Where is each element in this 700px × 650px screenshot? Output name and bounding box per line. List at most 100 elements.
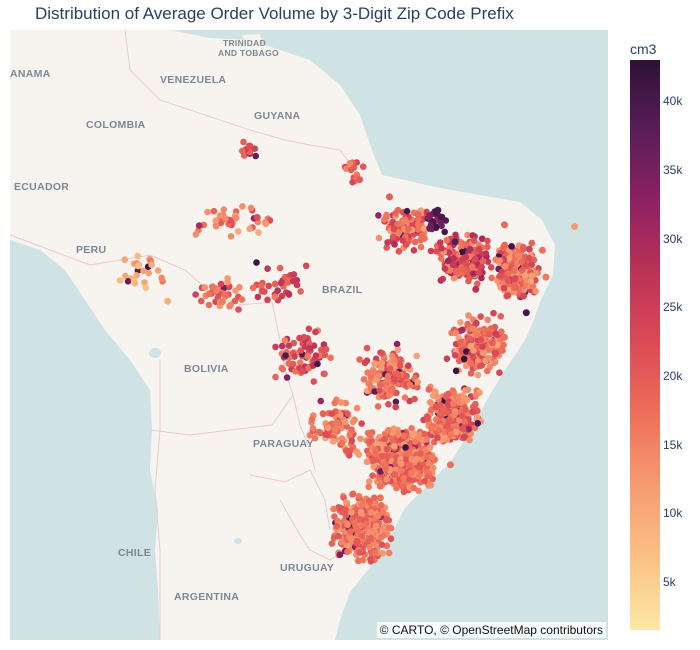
border-line — [279, 499, 346, 561]
zip-point — [349, 418, 357, 426]
zip-point — [134, 252, 142, 260]
zip-point — [238, 147, 246, 155]
zip-point — [353, 404, 361, 412]
zip-point — [532, 287, 539, 295]
map-canvas[interactable]: TRINIDAD AND TOBAGO ANAMA VENEZUELA GUYA… — [10, 30, 608, 640]
zip-point — [511, 267, 518, 275]
zip-point — [478, 235, 486, 242]
zip-point — [212, 223, 220, 230]
zip-point — [439, 407, 447, 414]
zip-point — [462, 267, 469, 274]
zip-point — [344, 548, 351, 556]
zip-point — [484, 258, 492, 265]
zip-point-key — [451, 238, 459, 246]
zip-point — [496, 273, 504, 280]
zip-point — [455, 417, 463, 424]
zip-point — [385, 549, 393, 557]
zip-point — [449, 400, 457, 408]
zip-point — [378, 541, 386, 548]
zip-point-key — [376, 494, 384, 502]
zip-point — [281, 337, 289, 344]
zip-point — [334, 419, 342, 427]
zip-point — [424, 415, 431, 423]
zip-point — [391, 357, 398, 364]
zip-point — [255, 229, 262, 236]
zip-point — [408, 455, 416, 463]
zip-point — [462, 406, 469, 413]
zip-point — [382, 466, 389, 473]
zip-point — [426, 444, 434, 451]
zip-point — [441, 428, 449, 436]
zip-point — [401, 394, 409, 401]
zip-point-key — [164, 297, 172, 305]
zip-point — [322, 431, 329, 438]
zip-point — [265, 282, 272, 290]
zip-point — [399, 483, 407, 491]
zip-point — [528, 272, 535, 280]
zip-point — [392, 209, 399, 217]
zip-point — [403, 207, 411, 215]
map-view[interactable]: TRINIDAD AND TOBAGO ANAMA VENEZUELA GUYA… — [10, 30, 608, 640]
zip-point — [121, 256, 128, 263]
zip-point — [491, 349, 499, 357]
zip-point — [366, 497, 373, 505]
zip-point — [387, 535, 395, 542]
zip-point-key — [298, 367, 306, 375]
map-attribution[interactable]: © CARTO, © OpenStreetMap contributors — [376, 622, 606, 638]
zip-point — [356, 516, 364, 523]
zip-point — [439, 275, 447, 283]
zip-point — [411, 395, 418, 403]
zip-point — [371, 549, 379, 556]
zip-point — [386, 391, 393, 399]
label-brazil: BRAZIL — [322, 284, 363, 296]
zip-point — [405, 362, 412, 370]
zip-point — [258, 288, 266, 295]
zip-point — [321, 351, 329, 359]
zip-point — [212, 217, 220, 224]
lake — [234, 538, 242, 544]
zip-point — [479, 349, 487, 357]
zip-point — [384, 372, 392, 380]
zip-point — [306, 345, 314, 352]
zip-point — [406, 381, 414, 389]
zip-point — [444, 422, 451, 430]
zip-point — [497, 313, 505, 320]
zip-point — [355, 493, 363, 500]
zip-point — [429, 475, 437, 483]
zip-point — [348, 509, 355, 516]
zip-point — [330, 505, 337, 513]
land-mass — [10, 30, 555, 640]
zip-point — [369, 457, 377, 465]
zip-point — [348, 426, 355, 433]
zip-point — [366, 529, 373, 536]
zip-point — [449, 387, 457, 394]
zip-point — [358, 420, 365, 427]
border-line — [10, 234, 273, 306]
zip-point — [460, 355, 468, 363]
zip-point — [297, 288, 304, 295]
zip-point — [432, 403, 440, 411]
zip-point — [251, 145, 259, 152]
zip-point — [367, 432, 374, 440]
zip-point — [451, 352, 459, 359]
border-line — [149, 394, 294, 436]
zip-point — [232, 287, 239, 295]
zip-point — [277, 279, 285, 287]
zip-point — [360, 376, 368, 383]
zip-point — [122, 272, 129, 280]
zip-point — [345, 452, 353, 459]
zip-point — [293, 281, 301, 289]
zip-point — [457, 319, 464, 326]
zip-point — [291, 353, 298, 360]
zip-point — [477, 313, 485, 320]
zip-point — [290, 271, 298, 278]
zip-point — [222, 215, 229, 222]
zip-point — [410, 247, 418, 254]
zip-point — [131, 279, 139, 287]
zip-point-key — [571, 223, 579, 231]
zip-point — [378, 502, 385, 509]
zip-point — [395, 430, 402, 438]
zip-point — [405, 461, 413, 469]
zip-point — [195, 222, 203, 229]
zip-point — [379, 526, 386, 534]
